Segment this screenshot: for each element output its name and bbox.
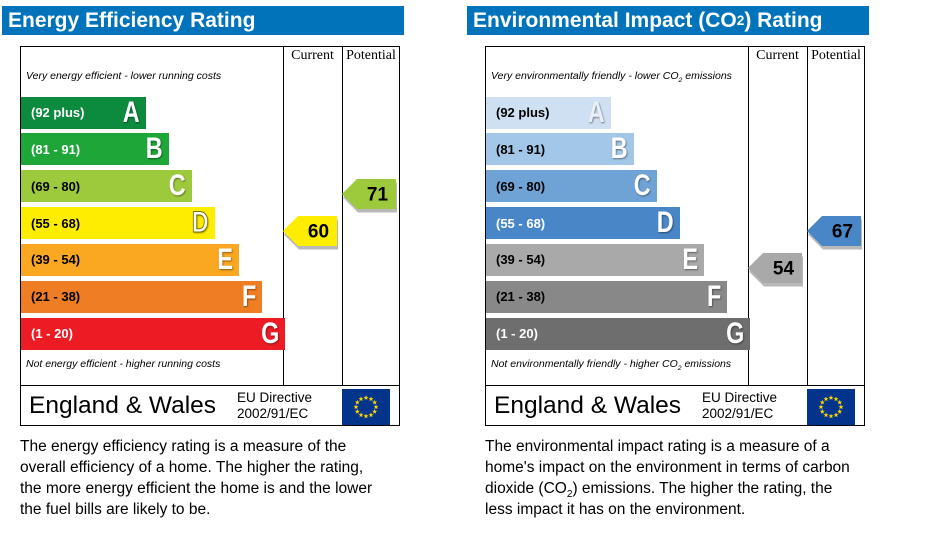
- svg-text:60: 60: [308, 221, 329, 242]
- svg-text:67: 67: [832, 221, 853, 242]
- svg-text:71: 71: [367, 184, 389, 205]
- svg-text:54: 54: [773, 258, 795, 279]
